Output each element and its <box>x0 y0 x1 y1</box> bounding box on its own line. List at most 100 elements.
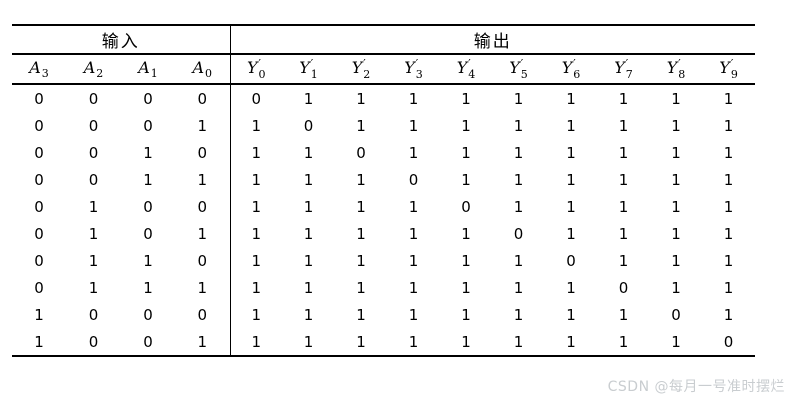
output-cell: 0 <box>566 251 576 270</box>
output-cell: 1 <box>723 143 734 162</box>
table-row-2: 0 0 1 0 1 1 0 1 1 1 1 1 1 1 <box>12 139 755 166</box>
output-cell: 1 <box>723 224 734 243</box>
column-header-y3-prime: Y ′ 3 <box>387 54 440 85</box>
output-cell: 1 <box>513 251 524 270</box>
input-cell: 1 <box>175 220 231 247</box>
input-cell: 0 <box>88 89 99 108</box>
input-cell: 1 <box>143 251 153 270</box>
input-cell: 0 <box>88 170 99 189</box>
input-cell: 0 <box>143 224 153 243</box>
column-header-row: A3 A2 A1 A0 Y ′ 0 Y ′ 1 Y ′ 2 Y ′ 3 Y ′ 4 Y ′ 5 Y ′ 6 Y ′ 7 Y ′ 8 Y ′ 9 <box>12 54 756 85</box>
column-header-y7-prime: Y ′ 7 <box>597 54 650 85</box>
table-row-3: 0 0 1 1 1 1 1 0 1 1 1 1 1 1 <box>12 166 755 193</box>
output-cell: 1 <box>251 197 262 216</box>
output-cell: 1 <box>251 251 262 270</box>
truth-table: 输入 输出 A3 A2 A1 A0 Y ′ 0 Y ′ 1 Y ′ 2 Y ′ 3 Y ′ 4 Y ′ 5 Y ′ 6 Y ′ 7 Y ′… <box>12 24 756 357</box>
output-cell: 1 <box>440 328 492 357</box>
input-cell: 0 <box>66 328 121 357</box>
output-cell: 1 <box>618 197 629 216</box>
input-cell: 1 <box>88 251 99 270</box>
table-row-6: 0 1 1 0 1 1 1 1 1 1 0 1 1 1 <box>12 247 755 274</box>
input-cell: 0 <box>175 84 231 112</box>
output-cell: 1 <box>303 305 314 324</box>
output-cell: 1 <box>356 89 366 108</box>
output-cell: 1 <box>566 305 576 324</box>
output-cell: 0 <box>618 278 629 297</box>
column-header-a1: A1 <box>121 54 175 85</box>
column-header-y4-prime: Y ′ 4 <box>440 54 492 85</box>
output-cell: 1 <box>723 305 734 324</box>
output-cell: 1 <box>303 170 314 189</box>
output-cell: 1 <box>461 170 471 189</box>
output-cell: 1 <box>618 89 629 108</box>
column-header-a0: A0 <box>175 54 231 85</box>
output-cell: 1 <box>671 224 681 243</box>
output-cell: 1 <box>303 143 314 162</box>
output-cell: 1 <box>461 305 471 324</box>
input-cell: 0 <box>175 139 231 166</box>
table-row-5: 0 1 0 1 1 1 1 1 1 0 1 1 1 1 <box>12 220 755 247</box>
output-cell: 0 <box>671 305 681 324</box>
group-header-row: 输入 输出 <box>12 24 756 55</box>
output-cell: 1 <box>566 116 576 135</box>
column-header-y2-prime: Y ′ 2 <box>335 54 387 85</box>
output-cell: 1 <box>545 328 597 357</box>
output-cell: 1 <box>513 305 524 324</box>
output-cell: 1 <box>723 170 734 189</box>
table-row-4: 0 1 0 0 1 1 1 1 0 1 1 1 1 1 <box>12 193 755 220</box>
output-cell: 1 <box>251 278 262 297</box>
output-cell: 1 <box>251 305 262 324</box>
input-cell: 0 <box>121 328 175 357</box>
input-cell: 0 <box>34 278 44 297</box>
output-cell: 1 <box>461 251 471 270</box>
input-cell: 1 <box>175 166 231 193</box>
output-cell: 1 <box>618 224 629 243</box>
output-cell: 1 <box>461 224 471 243</box>
output-cell: 1 <box>461 116 471 135</box>
input-cell: 0 <box>175 301 231 328</box>
input-cell: 1 <box>175 328 231 357</box>
input-cell: 1 <box>143 170 153 189</box>
input-cell: 1 <box>175 112 231 139</box>
input-cell: 1 <box>12 328 66 357</box>
input-cell: 0 <box>34 143 44 162</box>
group-header-output: 输出 <box>230 24 756 55</box>
input-cell: 0 <box>143 197 153 216</box>
output-cell: 1 <box>671 197 681 216</box>
output-cell: 1 <box>303 278 314 297</box>
table-row-1: 0 0 0 1 1 0 1 1 1 1 1 1 1 1 <box>12 112 755 139</box>
column-header-a2: A2 <box>66 54 121 85</box>
output-cell: 1 <box>566 197 576 216</box>
output-cell: 1 <box>408 197 419 216</box>
input-cell: 0 <box>34 116 44 135</box>
output-cell: 1 <box>356 197 366 216</box>
input-cell: 1 <box>143 278 153 297</box>
column-header-y1-prime: Y ′ 1 <box>282 54 335 85</box>
output-cell: 1 <box>461 143 471 162</box>
output-cell: 1 <box>618 170 629 189</box>
output-cell: 1 <box>408 278 419 297</box>
input-cell: 0 <box>34 224 44 243</box>
output-cell: 1 <box>356 116 366 135</box>
output-cell: 1 <box>356 251 366 270</box>
output-cell: 1 <box>303 251 314 270</box>
watermark: CSDN @每月一号准时摆烂 <box>607 379 785 395</box>
output-cell: 1 <box>408 251 419 270</box>
table-row-7: 0 1 1 1 1 1 1 1 1 1 1 0 1 1 <box>12 274 755 301</box>
output-cell: 1 <box>356 224 366 243</box>
output-cell: 1 <box>723 89 734 108</box>
output-cell: 1 <box>303 89 314 108</box>
input-cell: 0 <box>88 305 99 324</box>
output-cell: 1 <box>356 278 366 297</box>
output-cell: 1 <box>566 170 576 189</box>
output-cell: 1 <box>251 224 262 243</box>
input-cell: 0 <box>143 89 153 108</box>
output-cell: 1 <box>408 305 419 324</box>
input-cell: 0 <box>143 305 153 324</box>
output-cell: 0 <box>702 328 756 357</box>
output-cell: 1 <box>513 278 524 297</box>
input-cell: 0 <box>34 197 44 216</box>
output-cell: 1 <box>513 197 524 216</box>
output-cell: 1 <box>566 143 576 162</box>
